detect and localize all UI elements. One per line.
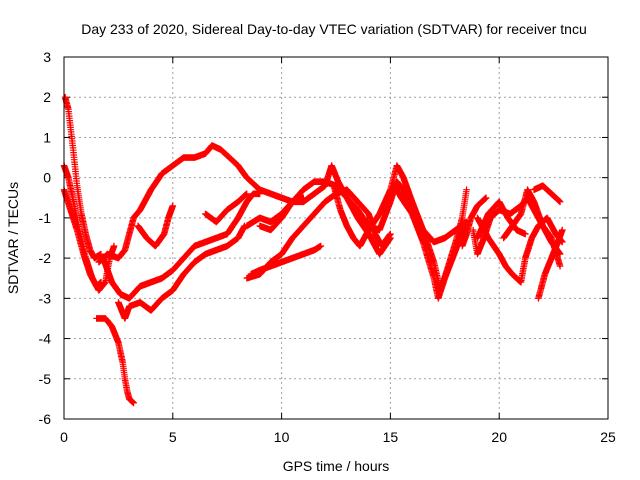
series-arc-13 xyxy=(256,162,470,246)
data-point-cluster xyxy=(202,190,251,226)
y-tick-label: -6 xyxy=(39,411,52,427)
series-arc-4 xyxy=(93,315,137,407)
x-tick-label: 25 xyxy=(600,429,616,445)
data-point-cluster xyxy=(391,182,468,302)
series-arc-7 xyxy=(115,222,248,322)
data-point-cluster xyxy=(134,202,177,250)
data-point-cluster xyxy=(95,142,307,266)
series-arc-21 xyxy=(530,182,564,206)
series-arc-12 xyxy=(247,242,325,278)
x-tick-label: 10 xyxy=(274,429,290,445)
series-arc-15 xyxy=(391,182,468,302)
y-tick-label: -3 xyxy=(39,290,52,306)
data-point-cluster xyxy=(256,162,470,246)
y-tick-label: -1 xyxy=(39,210,52,226)
data-point-cluster xyxy=(530,182,564,206)
x-tick-label: 20 xyxy=(491,429,507,445)
axis-ticks: 0 5 10 15 20 25 -6 -5 -4 -3 -2 -1 0 1 2 3 xyxy=(39,49,616,445)
y-axis-label: SDTVAR / TECUs xyxy=(5,182,21,294)
y-tick-label: -5 xyxy=(39,371,52,387)
chart-grid xyxy=(64,57,608,419)
x-tick-label: 0 xyxy=(60,429,68,445)
series-arc-6 xyxy=(99,190,264,302)
series-arc-9 xyxy=(202,190,251,226)
x-tick-label: 5 xyxy=(169,429,177,445)
data-point-cluster xyxy=(93,315,137,407)
data-point-cluster xyxy=(99,190,264,302)
data-point-cluster xyxy=(458,194,490,250)
y-tick-label: -4 xyxy=(39,331,52,347)
data-marks xyxy=(60,93,566,407)
series-arc-5 xyxy=(95,142,307,266)
y-tick-label: 2 xyxy=(43,89,51,105)
data-point-cluster xyxy=(61,93,105,262)
y-tick-label: -2 xyxy=(39,250,52,266)
series-arc-8 xyxy=(134,202,177,250)
y-tick-label: 3 xyxy=(43,49,51,65)
data-point-cluster xyxy=(535,226,566,302)
y-tick-label: 1 xyxy=(43,129,51,145)
data-point-cluster xyxy=(247,242,325,278)
chart-title: Day 233 of 2020, Sidereal Day-to-day VTE… xyxy=(81,21,587,37)
series-arc-22 xyxy=(458,194,490,250)
series-arc-2 xyxy=(61,93,105,262)
y-tick-label: 0 xyxy=(43,170,51,186)
data-point-cluster xyxy=(115,222,248,322)
x-tick-label: 15 xyxy=(383,429,399,445)
plot-frame xyxy=(63,56,609,420)
series-arc-20 xyxy=(535,226,566,302)
x-axis-label: GPS time / hours xyxy=(283,458,390,474)
